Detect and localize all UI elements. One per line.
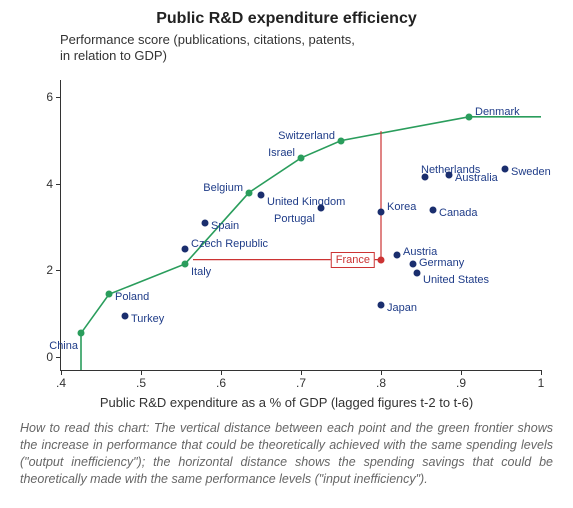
data-point-label: Switzerland [278,131,335,142]
x-axis-label: Public R&D expenditure as a % of GDP (la… [0,395,573,410]
data-point-label: Spain [211,221,239,232]
y-tick-mark [56,97,61,98]
data-point-label: Australia [455,173,498,184]
y-tick-mark [56,184,61,185]
data-point-label: Denmark [475,107,520,118]
x-tick-mark [381,370,382,375]
data-point [466,113,473,120]
data-point [258,191,265,198]
data-point [502,165,509,172]
data-point-label: Poland [115,292,149,303]
data-point-label: Portugal [274,214,315,225]
x-tick-mark [301,370,302,375]
data-point [298,154,305,161]
data-point [414,269,421,276]
data-point-label: Italy [191,267,211,278]
data-point [246,189,253,196]
x-tick-mark [461,370,462,375]
data-point [338,137,345,144]
chart-title: Public R&D expenditure efficiency [0,10,573,28]
y-tick-mark [56,357,61,358]
data-point [202,219,209,226]
data-point-label: Turkey [131,314,164,325]
x-tick-mark [541,370,542,375]
data-point [182,245,189,252]
data-point [378,302,385,309]
data-point-label: United Kingdom [267,197,345,208]
figure: Public R&D expenditure efficiency Perfor… [0,0,573,508]
data-point-label: Canada [439,208,478,219]
data-point [446,172,453,179]
data-point-label: Sweden [511,167,551,178]
x-tick-mark [141,370,142,375]
data-point-label: Israel [268,148,295,159]
data-point [410,260,417,267]
data-point-label: Austria [403,247,437,258]
data-point-label: United States [423,275,489,286]
data-point-label: Germany [419,258,464,269]
chart-caption: How to read this chart: The vertical dis… [20,420,553,488]
data-point [430,206,437,213]
y-axis-label: Performance score (publications, citatio… [60,32,360,65]
frontier-line [81,117,541,370]
data-point [378,209,385,216]
data-point [318,204,325,211]
data-point-label: Belgium [203,183,243,194]
data-point [106,291,113,298]
data-point [378,256,385,263]
data-point-label: Korea [387,202,416,213]
data-point-label: Japan [387,303,417,314]
data-point-label: Netherlands [421,165,480,176]
x-tick-mark [61,370,62,375]
data-point [182,260,189,267]
data-point [78,330,85,337]
data-point [122,312,129,319]
france-label-box: France [331,252,375,268]
plot-area: 0246.4.5.6.7.8.91ChinaPolandTurkeyItalyC… [60,80,541,371]
data-point [394,252,401,259]
data-point-label: Czech Republic [191,239,268,250]
x-tick-mark [221,370,222,375]
chart-overlay-svg [61,80,541,370]
data-point [422,174,429,181]
y-tick-mark [56,270,61,271]
